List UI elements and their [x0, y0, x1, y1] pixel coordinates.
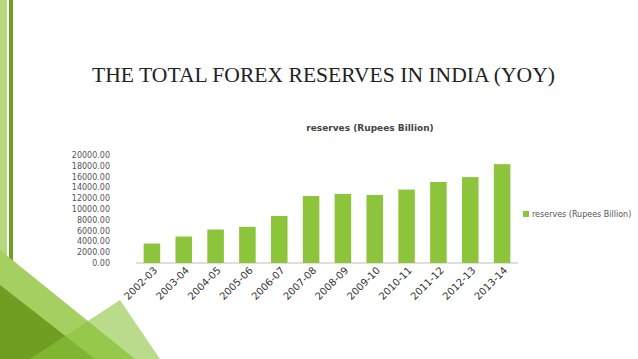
tick-mark — [133, 155, 136, 156]
y-tick-label: 12000.00 — [72, 194, 110, 203]
x-tick-label: 2010-11 — [377, 265, 414, 302]
y-tick-label: 16000.00 — [72, 173, 110, 182]
bar — [303, 196, 320, 263]
bars — [144, 164, 511, 263]
tick-mark — [133, 230, 136, 231]
x-tick-label: 2008-09 — [313, 265, 350, 302]
legend-label: reserves (Rupees Billion) — [532, 210, 631, 219]
x-tick-labels: 2002-032003-042004-052005-062006-072007-… — [122, 265, 509, 302]
bar — [144, 244, 161, 263]
tick-mark — [133, 176, 136, 177]
decoration — [0, 0, 160, 359]
x-tick-label: 2009-10 — [345, 265, 382, 302]
side-line — [9, 0, 13, 300]
corner-mid — [30, 300, 160, 359]
tick-mark — [133, 219, 136, 220]
slide: THE TOTAL FOREX RESERVES IN INDIA (YOY) r… — [0, 0, 638, 359]
canvas: THE TOTAL FOREX RESERVES IN INDIA (YOY) r… — [0, 0, 638, 359]
bar — [175, 237, 192, 263]
bar — [398, 190, 415, 263]
bar — [335, 194, 352, 263]
bar — [494, 164, 511, 263]
tick-mark — [133, 263, 136, 264]
x-tick-label: 2003-04 — [154, 265, 191, 302]
bar — [462, 177, 479, 263]
bar — [271, 216, 288, 263]
x-tick-label: 2007-08 — [281, 265, 318, 302]
y-tick-label: 14000.00 — [72, 183, 110, 192]
y-tick-label: 18000.00 — [72, 162, 110, 171]
tick-mark — [133, 209, 136, 210]
chart-title: reserves (Rupees Billion) — [306, 123, 433, 133]
x-tick-label: 2005-06 — [217, 265, 254, 302]
bar — [430, 182, 447, 263]
bar — [239, 227, 256, 263]
y-tick-label: 6000.00 — [77, 227, 110, 236]
y-tick-label: 4000.00 — [77, 237, 110, 246]
tick-mark — [133, 198, 136, 199]
x-tick-label: 2004-05 — [186, 265, 223, 302]
bar — [207, 230, 224, 263]
tick-mark — [133, 187, 136, 188]
tick-mark — [133, 165, 136, 166]
y-tick-label: 8000.00 — [77, 216, 110, 225]
y-tick-label: 2000.00 — [77, 248, 110, 257]
y-tick-label: 10000.00 — [72, 205, 110, 214]
x-tick-label: 2013-14 — [472, 265, 509, 302]
y-tick-label: 20000.00 — [72, 151, 110, 160]
slide-title: THE TOTAL FOREX RESERVES IN INDIA (YOY) — [92, 63, 555, 87]
legend: reserves (Rupees Billion) — [523, 210, 631, 219]
x-tick-label: 2006-07 — [249, 265, 286, 302]
tick-mark — [133, 241, 136, 242]
y-tick-label: 0.00 — [92, 259, 110, 268]
y-ticks: 0.00 2000.00 4000.006000.00 8000.00 10000.00… — [72, 151, 136, 268]
legend-swatch — [523, 211, 529, 217]
tick-mark — [133, 252, 136, 253]
x-tick-label: 2002-03 — [122, 265, 159, 302]
x-tick-label: 2011-12 — [408, 265, 445, 302]
x-axis — [136, 263, 518, 264]
x-tick-label: 2012-13 — [440, 265, 477, 302]
bar — [366, 195, 383, 263]
